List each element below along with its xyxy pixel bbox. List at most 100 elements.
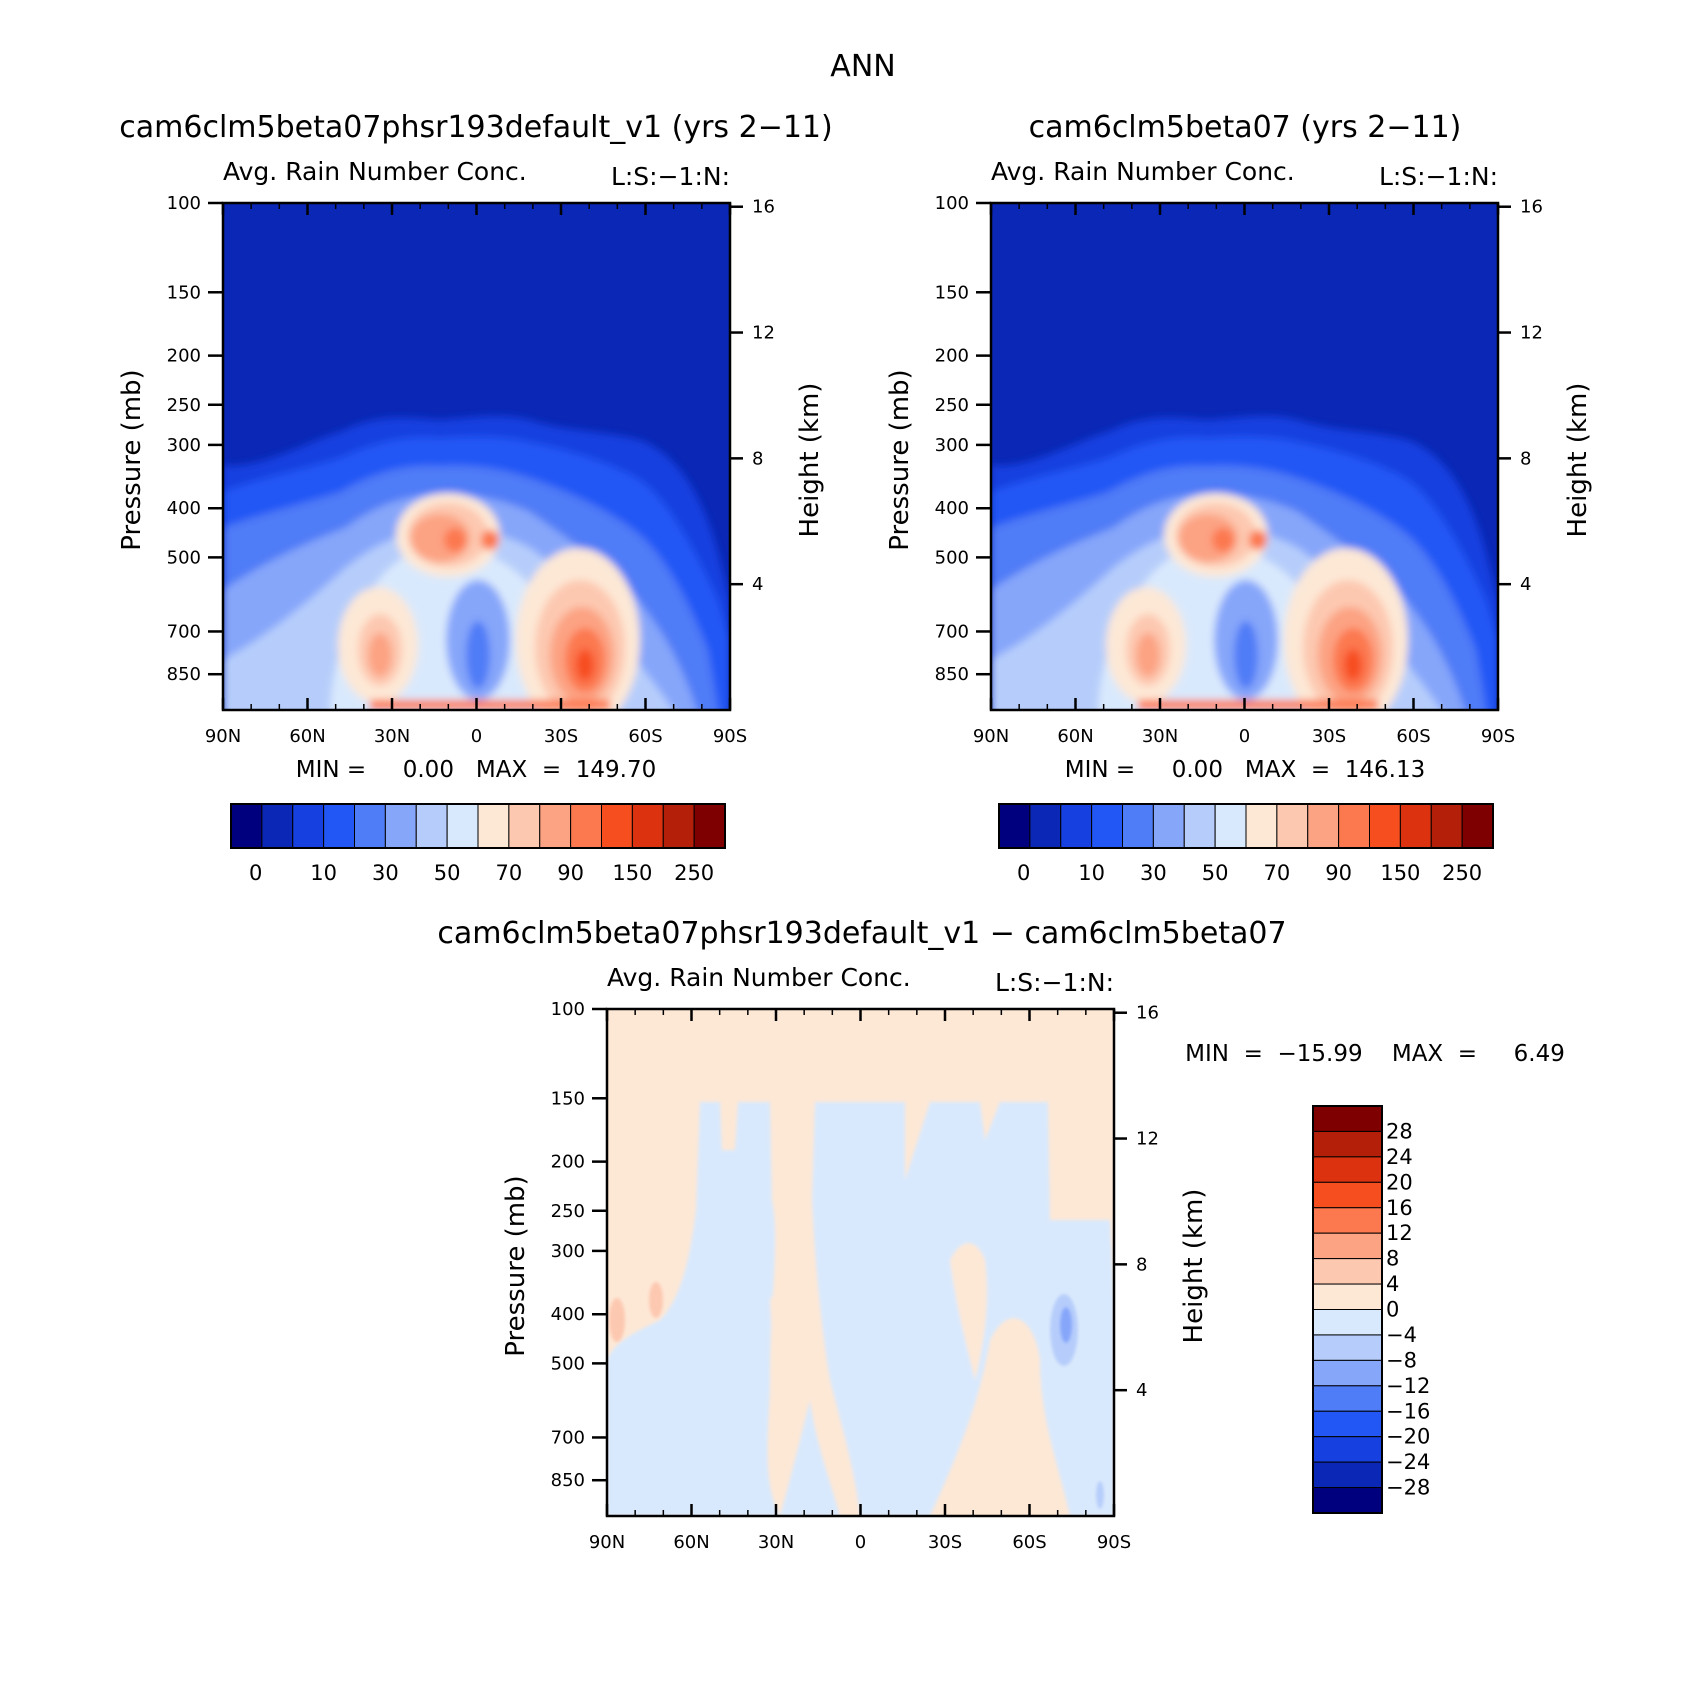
colorbar-label: 28 bbox=[1386, 1119, 1413, 1143]
panel-b-title: cam6clm5beta07 (yrs 2−11) bbox=[1029, 110, 1462, 145]
y-tick-label: 150 bbox=[551, 1088, 585, 1109]
colorbar-label: −12 bbox=[1386, 1374, 1430, 1398]
y-tick-label: 250 bbox=[935, 395, 969, 416]
colorbar-label: 12 bbox=[1386, 1221, 1413, 1245]
x-tick-label: 0 bbox=[855, 1532, 866, 1553]
panel-b-ylabel: Pressure (mb) bbox=[885, 369, 915, 550]
panel-b-colorbar: 0 10 30 50 70 90 150 250 bbox=[998, 803, 1494, 885]
colorbar-box bbox=[1312, 1487, 1383, 1514]
y2-tick-label: 16 bbox=[1520, 197, 1543, 218]
field-contours bbox=[223, 415, 730, 710]
x-tick-label: 90N bbox=[973, 726, 1009, 747]
y-tick-label: 500 bbox=[167, 547, 201, 568]
colorbar-box bbox=[508, 803, 541, 849]
colorbar-label: 0 bbox=[249, 861, 262, 885]
y-tick-label: 700 bbox=[935, 621, 969, 642]
colorbar-label: 24 bbox=[1386, 1145, 1413, 1169]
x-tick-label: 30S bbox=[928, 1532, 962, 1553]
y2-tick-label: 8 bbox=[1136, 1254, 1147, 1275]
panel-a-colorbar: 0 10 30 50 70 90 150 250 bbox=[230, 803, 726, 885]
colorbar-frame bbox=[230, 803, 726, 849]
y-tick-label: 400 bbox=[551, 1304, 585, 1325]
y-tick-label: 500 bbox=[551, 1353, 585, 1374]
colorbar-box bbox=[384, 803, 417, 849]
colorbar-box bbox=[446, 803, 479, 849]
field-contours bbox=[991, 415, 1498, 710]
y-tick-label: 200 bbox=[935, 346, 969, 367]
x-tick-label: 90S bbox=[713, 726, 747, 747]
contour-level-10 bbox=[444, 528, 466, 552]
panel-c-corner-label: L:S:−1:N: bbox=[995, 968, 1114, 997]
colorbar-box bbox=[1312, 1436, 1383, 1463]
colorbar-box bbox=[1369, 803, 1401, 849]
colorbar-label: 250 bbox=[674, 861, 714, 885]
colorbar-box bbox=[1183, 803, 1216, 849]
colorbar-label: −4 bbox=[1386, 1323, 1417, 1347]
panel-a-axes: 90N 60N 30N 0 30S 60S 90S 100 150 200 250 300 400 500… bbox=[167, 193, 775, 747]
panel-b-field bbox=[991, 203, 1498, 710]
colorbar-box bbox=[261, 803, 294, 849]
colorbar-box bbox=[570, 803, 602, 849]
colorbar-box bbox=[631, 803, 664, 849]
x-tick-label: 60S bbox=[1396, 726, 1430, 747]
colorbar-box bbox=[1312, 1385, 1383, 1412]
colorbar-label: 250 bbox=[1442, 861, 1482, 885]
colorbar-label: 150 bbox=[612, 861, 652, 885]
colorbar-box bbox=[1312, 1410, 1383, 1438]
y-tick-label: 200 bbox=[167, 346, 201, 367]
colorbar-label: 16 bbox=[1386, 1196, 1413, 1220]
x-tick-label: 90S bbox=[1097, 1532, 1131, 1553]
panel-b-y2label: Height (km) bbox=[1563, 383, 1593, 538]
contour-level-11 bbox=[1344, 649, 1362, 681]
panel-a-ylabel: Pressure (mb) bbox=[117, 369, 147, 550]
colorbar-box bbox=[1312, 1461, 1383, 1489]
colorbar-box bbox=[323, 803, 355, 849]
colorbar-box bbox=[292, 803, 325, 849]
colorbar-label: −28 bbox=[1386, 1476, 1430, 1500]
page-title: ANN bbox=[830, 49, 895, 84]
contour-level-9 bbox=[1136, 633, 1160, 677]
y2-tick-label: 16 bbox=[752, 197, 775, 218]
y2-tick-label: 12 bbox=[752, 323, 775, 344]
y2-tick-label: 4 bbox=[1520, 574, 1531, 595]
colorbar-box bbox=[1312, 1181, 1383, 1209]
y2-tick-label: 8 bbox=[1520, 448, 1531, 469]
y-tick-label: 700 bbox=[167, 621, 201, 642]
colorbar-box bbox=[1312, 1309, 1383, 1336]
x-tick-label: 60N bbox=[1057, 726, 1093, 747]
x-tick-label: 60N bbox=[673, 1532, 709, 1553]
colorbar-label: 10 bbox=[310, 861, 337, 885]
panel-b-corner-label: L:S:−1:N: bbox=[1379, 162, 1498, 191]
field-contours bbox=[607, 1102, 1114, 1516]
y-tick-label: 150 bbox=[167, 282, 201, 303]
y-tick-label: 850 bbox=[551, 1470, 585, 1491]
colorbar-box bbox=[415, 803, 448, 849]
colorbar-box bbox=[1312, 1232, 1383, 1260]
x-tick-label: 0 bbox=[1239, 726, 1250, 747]
colorbar-label: 20 bbox=[1386, 1170, 1413, 1194]
y-tick-label: 100 bbox=[551, 999, 585, 1020]
x-tick-label: 0 bbox=[471, 726, 482, 747]
colorbar-label: 30 bbox=[1140, 861, 1167, 885]
x-tick-label: 60N bbox=[289, 726, 325, 747]
panel-b-minmax: MIN = 0.00 MAX = 146.13 bbox=[1065, 757, 1425, 783]
colorbar-label: 50 bbox=[1202, 861, 1229, 885]
x-tick-label: 30N bbox=[1142, 726, 1178, 747]
colorbar-box bbox=[1430, 803, 1463, 849]
panel-b-subtitle: Avg. Rain Number Conc. bbox=[991, 157, 1295, 186]
colorbar-box bbox=[998, 803, 1031, 849]
colorbar-label: 90 bbox=[1325, 861, 1352, 885]
contour-level-4 bbox=[649, 1282, 663, 1318]
colorbar-label: 70 bbox=[496, 861, 523, 885]
x-tick-label: 90N bbox=[205, 726, 241, 747]
colorbar-box bbox=[1091, 803, 1123, 849]
y2-tick-label: 16 bbox=[1136, 1003, 1159, 1024]
x-tick-label: 30S bbox=[544, 726, 578, 747]
contour-level-neg8 bbox=[1096, 1481, 1104, 1509]
colorbar-frame bbox=[998, 803, 1494, 849]
colorbar-label: 0 bbox=[1386, 1298, 1399, 1322]
panel-c-y2label: Height (km) bbox=[1179, 1189, 1209, 1344]
surface-band bbox=[1138, 700, 1378, 710]
